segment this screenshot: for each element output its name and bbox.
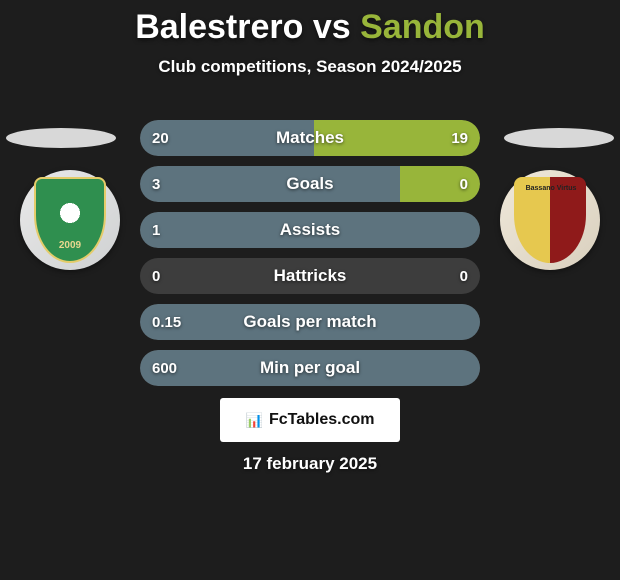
stat-label: Hattricks [274, 266, 347, 286]
team-shield-left: 2009 [34, 177, 106, 263]
source-text: FcTables.com [269, 411, 375, 429]
stat-row: 20 19 Matches [140, 120, 480, 156]
stat-fill-right [400, 166, 480, 202]
card-title: Balestrero vs Sandon [0, 0, 620, 47]
date-text: 17 february 2025 [0, 454, 620, 474]
stat-label: Matches [276, 128, 344, 148]
vs-text: vs [313, 8, 351, 46]
chart-icon: 📊 [246, 412, 263, 429]
stat-row: 0 0 Hattricks [140, 258, 480, 294]
subtitle: Club competitions, Season 2024/2025 [0, 57, 620, 77]
stat-label: Min per goal [260, 358, 360, 378]
stat-label: Goals [286, 174, 333, 194]
player1-name: Balestrero [135, 8, 303, 46]
stat-fill-left [140, 166, 400, 202]
stat-label: Goals per match [243, 312, 376, 332]
decor-ellipse-left [6, 128, 116, 148]
stat-rows: 20 19 Matches 3 0 Goals 1 Assists 0 0 Hattricks 0.1… [140, 120, 480, 396]
team-label-right: Bassano Virtus [522, 185, 580, 193]
stat-value-right: 0 [460, 176, 468, 193]
stat-value-left: 20 [152, 130, 169, 147]
stat-value-left: 600 [152, 360, 177, 377]
stat-row: 3 0 Goals [140, 166, 480, 202]
stat-row: 0.15 Goals per match [140, 304, 480, 340]
stat-value-left: 0 [152, 268, 160, 285]
decor-ellipse-right [504, 128, 614, 148]
source-badge[interactable]: 📊 FcTables.com [220, 398, 400, 442]
team-year-left: 2009 [59, 240, 81, 251]
comparison-card: Balestrero vs Sandon Club competitions, … [0, 0, 620, 580]
stat-value-left: 3 [152, 176, 160, 193]
stat-label: Assists [280, 220, 340, 240]
stat-value-left: 1 [152, 222, 160, 239]
team-badge-right: Bassano Virtus [500, 170, 600, 270]
player2-name: Sandon [360, 8, 485, 46]
stat-value-right: 19 [451, 130, 468, 147]
stat-row: 1 Assists [140, 212, 480, 248]
team-badge-left: 2009 [20, 170, 120, 270]
stat-value-left: 0.15 [152, 314, 181, 331]
team-shield-right: Bassano Virtus [514, 177, 586, 263]
stat-value-right: 0 [460, 268, 468, 285]
stat-row: 600 Min per goal [140, 350, 480, 386]
